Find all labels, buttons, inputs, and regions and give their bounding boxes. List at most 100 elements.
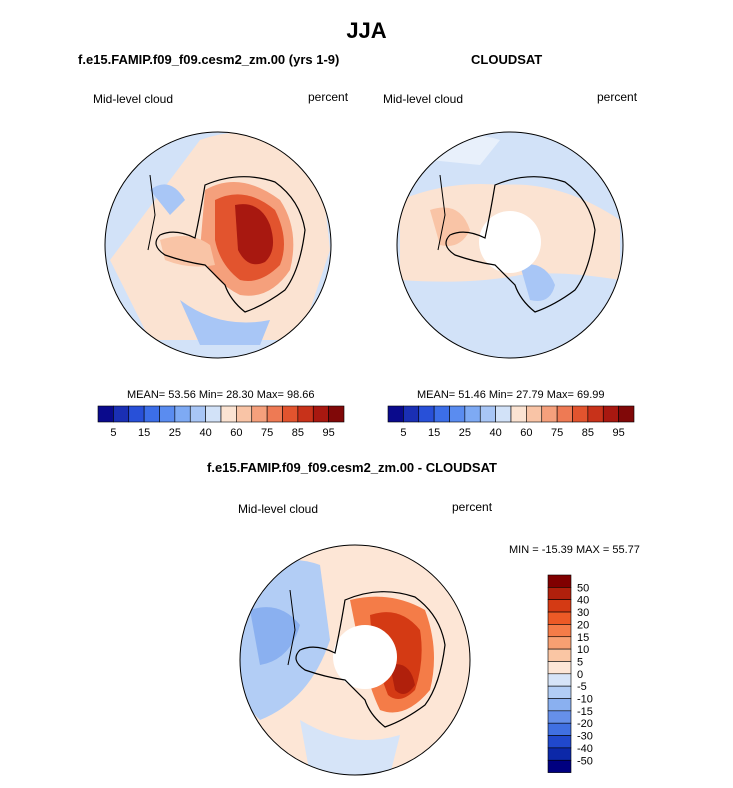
- panel1-colorbar-swatch: [113, 405, 130, 423]
- panel2-colorbar-tick-label: 40: [490, 427, 502, 439]
- panel2-colorbar-swatch: [464, 405, 481, 423]
- panel1-right-label: percent: [308, 90, 349, 104]
- panel2-stats: MEAN= 51.46 Min= 27.79 Max= 69.99: [417, 389, 605, 401]
- panel2-colorbar-tick-label: 85: [582, 427, 594, 439]
- panel1-min-label: Min=: [198, 389, 224, 401]
- panel1-colorbar-swatch: [205, 405, 222, 423]
- panel1-colorbar-swatch: [143, 405, 160, 423]
- panel1-colorbar-swatch: [128, 405, 145, 423]
- panel2-colorbar-swatch: [495, 405, 512, 423]
- panel3-colorbar-swatch: [547, 722, 572, 736]
- panel1-colorbar-swatch: [189, 405, 206, 423]
- panel1-colorbar-swatch: [174, 405, 191, 423]
- panel3-colorbar-tick-label: 5: [577, 656, 583, 668]
- panel2-mean-value: 51.46: [458, 389, 486, 401]
- figure-title: JJA: [346, 18, 387, 43]
- panel2-colorbar-tick-label: 5: [400, 427, 406, 439]
- panel1-region-low2: [180, 300, 270, 345]
- panel3-max-value: 55.77: [612, 544, 640, 556]
- panel1-colorbar-tick-label: 95: [323, 427, 335, 439]
- panel1-colorbar-tick-label: 15: [138, 427, 150, 439]
- panel1-colorbar-swatch: [328, 405, 345, 423]
- panel3-colorbar-swatch: [547, 574, 572, 588]
- panel1-colorbar-swatch: [297, 405, 314, 423]
- panel3-title: f.e15.FAMIP.f09_f09.cesm2_zm.00 - CLOUDS…: [207, 460, 497, 475]
- panel2-colorbar-tick-label: 95: [613, 427, 625, 439]
- panel2-max-label: Max=: [546, 389, 574, 401]
- panel2-nodata-disk: [479, 211, 541, 273]
- panel1-title: f.e15.FAMIP.f09_f09.cesm2_zm.00 (yrs 1-9…: [78, 52, 340, 67]
- panel3-min-label: MIN =: [509, 544, 539, 556]
- panel3-colorbar-tick-label: -40: [577, 743, 593, 755]
- panel1-region-peninsula: [160, 236, 215, 267]
- panel3-region-neg2: [250, 607, 300, 665]
- panel2-peninsula-coast: [437, 174, 446, 251]
- panel1-colorbar: 5 15 25 40 60 75 85 95: [97, 405, 345, 439]
- panel1-colorbar-tick-label: 25: [169, 427, 181, 439]
- panel2-title: CLOUDSAT: [471, 52, 543, 67]
- panel2-max-value: 69.99: [576, 389, 605, 401]
- panel1-stats: MEAN= 53.56 Min= 28.30 Max= 98.66: [127, 389, 315, 401]
- panel3-region-south: [300, 720, 400, 775]
- panel3-colorbar-swatch: [547, 624, 572, 638]
- panel3-colorbar-swatch: [547, 587, 572, 600]
- panel2-colorbar-swatch: [541, 405, 558, 423]
- panel2-map-border: [396, 131, 624, 359]
- panel1-colorbar-swatch: [282, 405, 299, 423]
- panel1-colorbar-swatch: [220, 405, 237, 423]
- panel3-colorbar-swatch: [547, 747, 572, 761]
- panel2-left-label: Mid-level cloud: [383, 92, 464, 106]
- panel3-colorbar-swatch: [547, 710, 572, 724]
- panel3-peninsula-coast: [287, 589, 296, 666]
- panel1-colorbar-swatch: [266, 405, 283, 423]
- panel3-max-label: MAX =: [575, 544, 610, 556]
- panel3-colorbar-swatch: [547, 735, 572, 749]
- panel2-colorbar: 5 15 25 40 60 75 85 95: [387, 405, 635, 439]
- panel1-colorbar-tick-label: 5: [110, 427, 116, 439]
- panel3-colorbar-tick-label: 10: [577, 644, 589, 656]
- panel3-colorbar-swatch: [547, 611, 572, 625]
- panel2-colorbar-swatch: [387, 405, 404, 423]
- panel3-region-pos3: [390, 664, 415, 694]
- panel3-colorbar-swatch: [547, 661, 572, 675]
- panel1-max-label: Max=: [256, 389, 284, 401]
- panel3-colorbar-tick-label: 0: [577, 669, 583, 681]
- panel3-right-label: percent: [452, 500, 493, 514]
- panel1-colorbar-tick-label: 60: [230, 427, 242, 439]
- panel3-colorbar-swatch: [547, 673, 572, 687]
- panel3-left-label: Mid-level cloud: [238, 502, 319, 516]
- panel1-colorbar-swatch: [251, 405, 268, 423]
- panel3-nodata-disk: [333, 625, 397, 689]
- panel1-colorbar-tick-label: 75: [261, 427, 273, 439]
- panel2-region-low: [520, 264, 555, 301]
- panel1-coastline: [155, 176, 306, 313]
- panel2-colorbar-swatch: [618, 405, 635, 423]
- panel2-colorbar-swatch: [449, 405, 466, 423]
- panel2-colorbar-swatch: [556, 405, 573, 423]
- panel3-colorbar-tick-label: -20: [577, 718, 593, 730]
- panel3-colorbar-tick-label: -10: [577, 694, 593, 706]
- panel1-peninsula-coast: [147, 174, 156, 251]
- panel1-region-max: [235, 204, 274, 265]
- panel1-left-label: Mid-level cloud: [93, 92, 174, 106]
- panel1-map: [105, 132, 331, 358]
- panel2-colorbar-swatch: [602, 405, 619, 423]
- panel3-colorbar-tick-label: 30: [577, 607, 589, 619]
- panel1-colorbar-tick-label: 40: [200, 427, 212, 439]
- panel1-colorbar-swatch: [236, 405, 253, 423]
- panel2-colorbar-swatch: [479, 405, 496, 423]
- panel2-colorbar-swatch: [433, 405, 450, 423]
- panel3-map-border: [239, 544, 471, 776]
- panel3-colorbar-swatch: [547, 759, 572, 773]
- panel1-colorbar-swatch: [97, 405, 114, 423]
- panel2-colorbar-swatch: [403, 405, 420, 423]
- panel2-min-value: 27.79: [516, 389, 544, 401]
- panel2-coastline: [445, 176, 596, 313]
- panel3-colorbar-tick-label: -5: [577, 681, 587, 693]
- panel3-stats: MIN = -15.39 MAX = 55.77: [509, 544, 640, 556]
- panel1-min-value: 28.30: [226, 389, 254, 401]
- panel3-colorbar-swatch: [547, 648, 572, 662]
- panel3-colorbar-tick-label: 20: [577, 619, 589, 631]
